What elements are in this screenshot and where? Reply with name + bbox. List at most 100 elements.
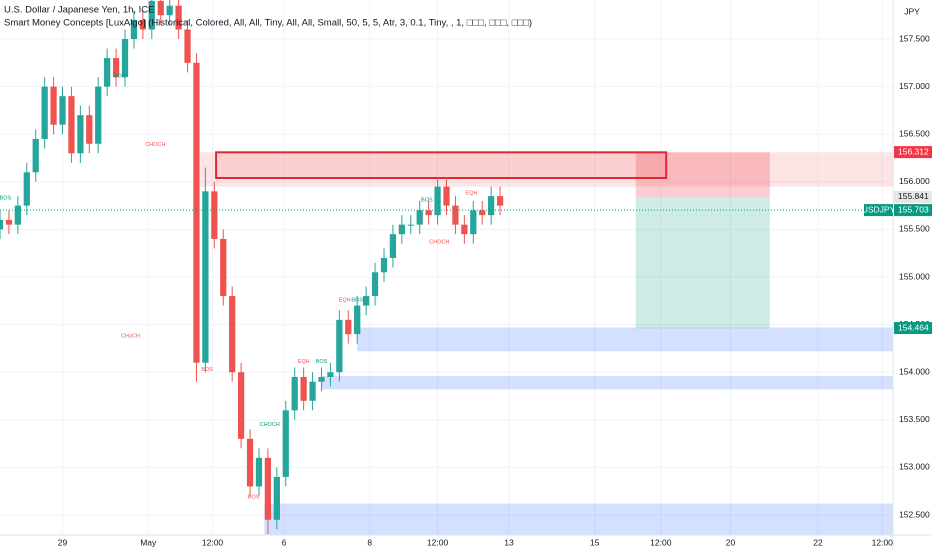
- indicator-label: Smart Money Concepts [LuxAlgo] (Historic…: [4, 18, 532, 29]
- candle-body: [309, 381, 316, 401]
- candle-body: [496, 196, 504, 206]
- x-tick-label: 20: [726, 537, 736, 547]
- candle-body: [425, 210, 432, 216]
- zone: [321, 376, 893, 390]
- candle-body: [434, 186, 441, 216]
- zone: [635, 197, 770, 329]
- x-tick-label: 12:00: [202, 537, 224, 547]
- y-tick-label: 153.000: [899, 462, 930, 472]
- x-tick-label: 12:00: [427, 537, 449, 547]
- candle-body: [488, 196, 495, 216]
- x-tick-label: 15: [590, 537, 600, 547]
- candle-body: [95, 86, 102, 144]
- candle-body: [443, 186, 450, 206]
- x-tick-label: 6: [282, 537, 287, 547]
- zone: [215, 151, 668, 180]
- symbol-tag-label: USDJPY: [862, 204, 896, 214]
- candle-body: [41, 86, 48, 139]
- annotation: BOS: [201, 367, 213, 373]
- candle-body: [50, 86, 57, 125]
- price-label: 156.312: [898, 146, 929, 156]
- zone: [635, 152, 770, 198]
- y-tick-label: 155.000: [899, 271, 930, 281]
- x-tick-label: 12:00: [872, 537, 894, 547]
- annotation: CHOCH: [429, 239, 449, 245]
- candle-body: [327, 372, 334, 377]
- candle-body: [112, 58, 120, 78]
- candle-body: [371, 272, 379, 297]
- candle-body: [416, 210, 423, 225]
- x-tick-label: May: [140, 537, 157, 547]
- candle-body: [77, 115, 84, 154]
- price-label-box: [894, 322, 932, 335]
- candle-body: [291, 376, 298, 411]
- candle-body: [237, 372, 245, 439]
- zone: [357, 327, 893, 352]
- candle-body: [86, 115, 93, 144]
- candle-body: [282, 410, 289, 477]
- x-tick-label: 8: [367, 537, 372, 547]
- y-tick-label: 157.000: [899, 81, 930, 91]
- annotation: CHOCH: [145, 142, 165, 148]
- candle-body: [318, 376, 325, 382]
- candle-body: [130, 19, 138, 40]
- candle-body: [14, 205, 21, 225]
- candle-body: [229, 296, 236, 373]
- annotation: BOS: [114, 74, 126, 80]
- candle-body: [193, 62, 200, 363]
- annotation: BOS: [0, 195, 11, 201]
- currency-label: JPY: [904, 6, 920, 16]
- candle-body: [121, 39, 129, 78]
- candle-body: [220, 238, 227, 297]
- annotation: BOS: [316, 359, 328, 365]
- annotation: CHoCH: [121, 333, 140, 339]
- candle-body: [407, 224, 414, 226]
- x-tick-label: 29: [58, 537, 68, 547]
- axes: 152.500153.000153.500154.000154.500155.0…: [58, 33, 932, 547]
- zone: [264, 503, 893, 535]
- candle-body: [479, 210, 486, 216]
- candle-body: [354, 305, 361, 335]
- candle-body: [264, 457, 272, 520]
- candle-body: [5, 219, 13, 225]
- candle-body: [336, 319, 343, 373]
- candle-body: [363, 296, 370, 306]
- candle-body: [461, 224, 468, 235]
- price-label-box: [894, 146, 932, 159]
- candle-body: [0, 219, 4, 230]
- price-label-box: [894, 204, 932, 217]
- y-tick-label: 157.500: [899, 33, 930, 43]
- candle-body: [32, 138, 39, 173]
- x-tick-label: 12:00: [650, 537, 672, 547]
- candle-body: [246, 438, 254, 487]
- y-tick-label: 155.500: [899, 224, 930, 234]
- candle-body: [23, 172, 30, 206]
- x-tick-label: 13: [504, 537, 514, 547]
- annotation: BOS: [421, 197, 433, 203]
- candle-body: [452, 205, 459, 225]
- candle-body: [157, 0, 164, 16]
- candle-body: [68, 96, 75, 154]
- candle-body: [398, 224, 405, 235]
- zone: [200, 152, 893, 187]
- candle-body: [255, 457, 263, 487]
- y-tick-label: 156.500: [899, 128, 930, 138]
- annotation: EQH: [466, 191, 478, 197]
- candle-body: [273, 476, 280, 520]
- y-tick-label: 156.000: [899, 176, 930, 186]
- price-label-box: [894, 190, 932, 203]
- candle-body: [175, 5, 182, 30]
- candle-body: [380, 257, 388, 273]
- candle-body: [202, 191, 209, 363]
- annotation: BOS: [351, 297, 363, 303]
- candle-body: [59, 96, 66, 125]
- candle-body: [345, 319, 352, 335]
- candle-body: [184, 29, 191, 63]
- x-tick-label: 22: [813, 537, 823, 547]
- price-label: 155.841: [898, 191, 929, 201]
- annotation: CHOCH: [260, 422, 280, 428]
- candle-body: [300, 376, 307, 401]
